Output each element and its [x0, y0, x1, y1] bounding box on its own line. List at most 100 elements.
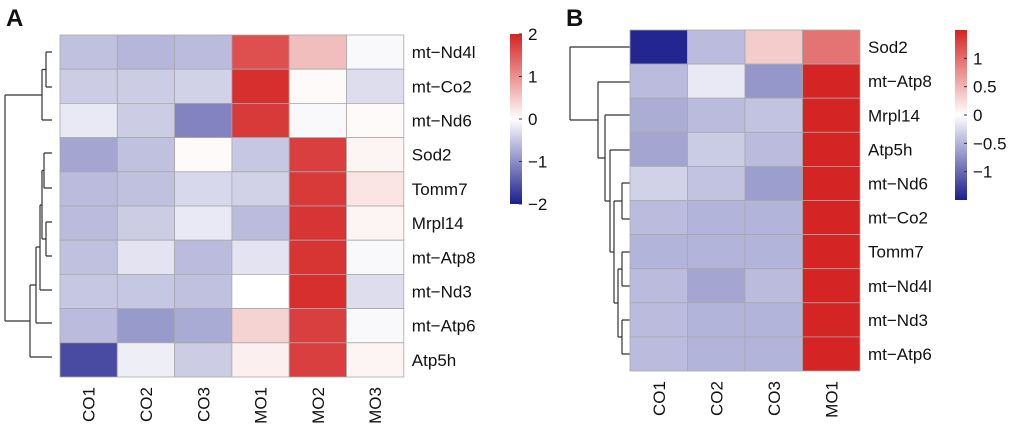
heatmap-cell: [231, 103, 290, 139]
heatmap-cell: [687, 268, 746, 304]
heatmap-cell: [744, 268, 803, 304]
row-label: mt−Atp8: [412, 248, 476, 267]
row-label: Mrpl14: [412, 214, 464, 233]
panel-a: A mt−Nd4l mt−Co2 mt−Nd6 Sod2 Tomm7 Mrpl14 mt−A…: [4, 5, 547, 424]
dendro-branch: [621, 251, 630, 287]
heatmap-cell: [174, 342, 233, 378]
heatmap-cell: [744, 302, 803, 338]
column-labels-a: CO1 CO2 CO3 MO1 MO2 MO3: [80, 387, 385, 424]
heatmap-cell: [802, 63, 861, 99]
heatmap-cell: [116, 205, 176, 241]
dendro-branch: [597, 81, 630, 159]
heatmap-cell: [116, 103, 176, 139]
heatmap-cell: [629, 200, 688, 235]
heatmap-cell: [687, 200, 746, 235]
heatmap-cell: [629, 63, 688, 99]
column-label: MO1: [822, 381, 841, 418]
heatmap-cell: [174, 34, 233, 70]
column-label: CO1: [80, 387, 99, 422]
heatmap-cell: [288, 273, 347, 309]
heatmap-cell: [802, 268, 861, 304]
dendro-branch: [4, 94, 42, 322]
row-label: Atp5h: [868, 140, 912, 159]
column-label: CO2: [707, 381, 726, 416]
heatmap-cell: [116, 308, 176, 344]
heatmap-cell: [231, 342, 290, 378]
dendro-branch: [45, 51, 52, 88]
heatmap-cell: [59, 103, 118, 139]
heatmap-cell: [231, 171, 290, 207]
heatmap-cell: [802, 97, 861, 133]
heatmap-cell: [288, 68, 347, 104]
dendro-branch: [45, 221, 52, 257]
heatmap-cell: [802, 200, 861, 235]
heatmap-cell: [346, 308, 405, 344]
legend-tick-label: 0.5: [973, 78, 997, 97]
heatmap-cell: [59, 205, 118, 241]
heatmap-cell: [288, 239, 347, 275]
row-label: mt−Nd4l: [868, 277, 932, 296]
heatmap-cell: [802, 336, 861, 372]
dendro-branch: [604, 114, 630, 202]
heatmap-cell: [744, 234, 803, 270]
color-legend-b: 1 0.5 0 −0.5 −1: [955, 30, 1007, 200]
column-label: MO1: [252, 387, 271, 424]
heatmap-cell: [116, 239, 176, 275]
heatmap-cell: [231, 308, 290, 344]
heatmap-cell: [346, 34, 405, 70]
heatmap-cell: [687, 131, 746, 167]
legend-tick-label: 2: [528, 25, 537, 44]
heatmap-cell: [346, 239, 405, 275]
heatmap-cell: [744, 97, 803, 133]
column-label: CO3: [765, 381, 784, 416]
heatmap-cell: [629, 302, 688, 338]
heatmap-cell: [116, 137, 176, 173]
heatmap-cell: [288, 205, 347, 241]
heatmap-cell: [231, 273, 290, 309]
row-label: Tomm7: [412, 180, 468, 199]
row-label: mt−Nd6: [868, 174, 928, 193]
row-dendrogram-b: [569, 46, 630, 355]
heatmap-cells-a: [59, 34, 405, 378]
heatmap-cell: [231, 34, 290, 70]
dendro-branch: [41, 68, 52, 121]
column-label: MO2: [309, 387, 328, 424]
heatmap-cell: [744, 200, 803, 235]
color-legend-bar: [955, 30, 967, 200]
heatmap-cell: [59, 273, 118, 309]
heatmap-cell: [346, 205, 405, 241]
column-label: CO3: [194, 387, 213, 422]
row-label: mt−Co2: [412, 77, 472, 96]
row-label: Tomm7: [868, 243, 924, 262]
heatmap-cell: [346, 273, 405, 309]
color-legend-a: 2 1 0 −1 −2: [510, 25, 547, 214]
heatmap-cell: [288, 308, 347, 344]
column-labels-b: CO1 CO2 CO3 MO1: [650, 381, 842, 418]
heatmap-cell: [59, 308, 118, 344]
row-label: Sod2: [868, 38, 908, 57]
legend-tick-label: −2: [528, 195, 547, 214]
heatmap-cell: [116, 342, 176, 378]
heatmap-cell: [288, 171, 347, 207]
heatmap-cell: [346, 342, 405, 378]
heatmap-cell: [116, 34, 176, 70]
legend-tick-label: 1: [973, 49, 982, 68]
heatmap-cell: [174, 137, 233, 173]
row-label: mt−Atp6: [412, 317, 476, 336]
heatmap-cell: [346, 137, 405, 173]
heatmap-cell: [174, 308, 233, 344]
heatmap-cell: [744, 63, 803, 99]
heatmap-cell: [629, 29, 688, 65]
row-label: Sod2: [412, 146, 452, 165]
heatmap-cell: [231, 239, 290, 275]
column-label: MO3: [366, 387, 385, 424]
row-labels-a: mt−Nd4l mt−Co2 mt−Nd6 Sod2 Tomm7 Mrpl14 mt−Atp…: [412, 43, 476, 370]
heatmap-cell: [346, 103, 405, 139]
dendro-branch: [621, 182, 630, 220]
heatmap-cell: [687, 29, 746, 65]
heatmap-cell: [744, 131, 803, 167]
row-label: mt−Nd4l: [412, 43, 476, 62]
row-label: mt−Nd3: [412, 283, 472, 302]
row-label: mt−Atp6: [868, 345, 932, 364]
